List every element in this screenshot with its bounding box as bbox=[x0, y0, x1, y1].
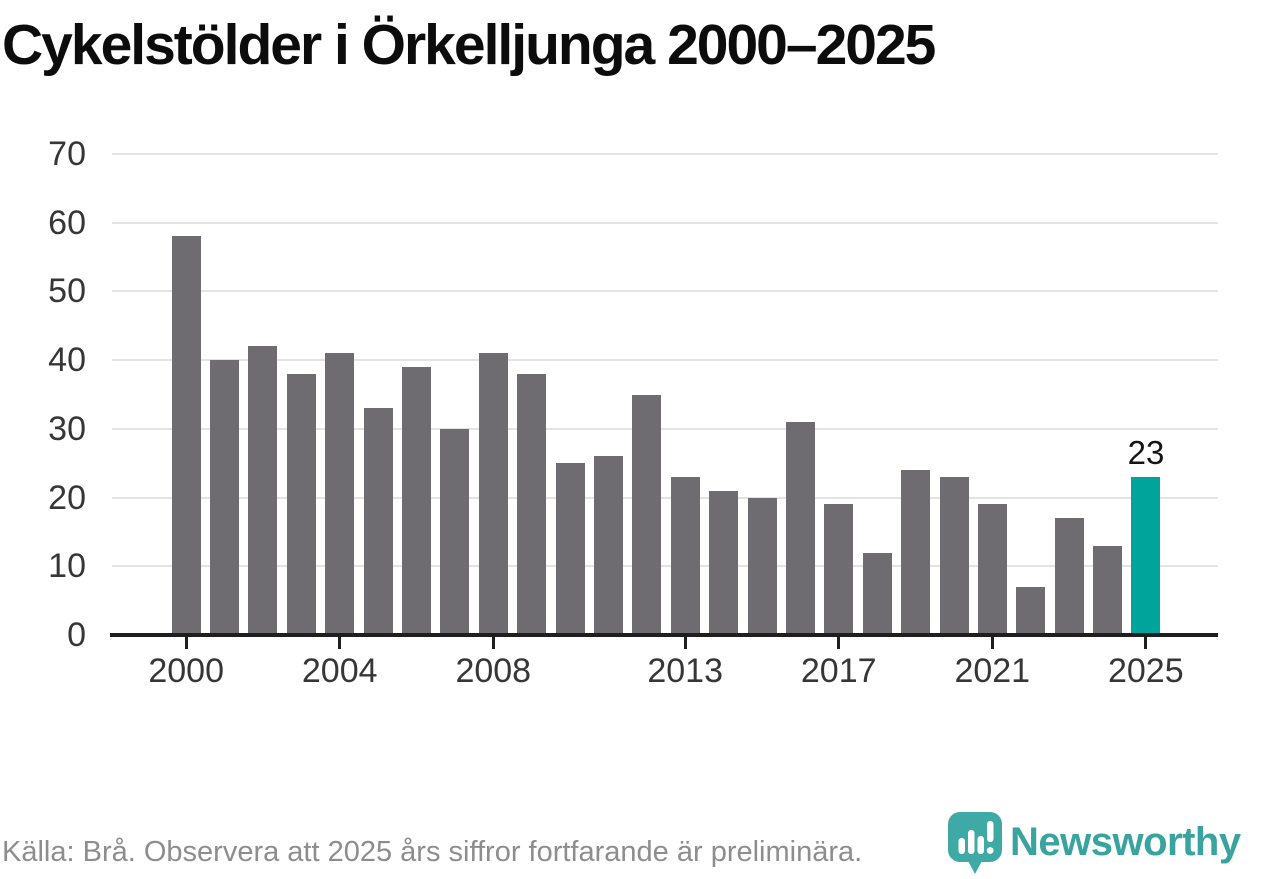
x-tick-label-2008: 2008 bbox=[455, 652, 532, 690]
bar-slot-2023 bbox=[1050, 154, 1088, 635]
bar-slot-2010 bbox=[551, 154, 589, 635]
bar-2021 bbox=[977, 504, 1007, 635]
bar-slot-2022 bbox=[1012, 154, 1050, 635]
x-tick-label-2025: 2025 bbox=[1107, 652, 1184, 690]
x-tick-2000 bbox=[184, 637, 188, 649]
y-tick-label-20: 20 bbox=[48, 478, 86, 517]
bar-slot-2002 bbox=[244, 154, 282, 635]
x-tick-2021 bbox=[990, 637, 994, 649]
x-tick-label-2021: 2021 bbox=[954, 652, 1031, 690]
x-tick-2008 bbox=[491, 637, 495, 649]
bar-2018 bbox=[862, 552, 892, 635]
x-tick-label-2000: 2000 bbox=[148, 652, 224, 690]
bar-2023 bbox=[1054, 518, 1084, 635]
bar-2008 bbox=[478, 353, 508, 635]
x-tick-label-2013: 2013 bbox=[647, 652, 723, 690]
bar-slot-2017 bbox=[820, 154, 858, 635]
bar-slot-2024 bbox=[1088, 154, 1126, 635]
bar-slot-2007 bbox=[436, 154, 474, 635]
bar-2019 bbox=[901, 470, 931, 635]
bar-slot-2004 bbox=[321, 154, 359, 635]
bar-2020 bbox=[939, 476, 969, 635]
bar-series: 23 bbox=[167, 154, 1165, 635]
bar-2003 bbox=[286, 373, 316, 635]
x-tick-2013 bbox=[683, 637, 687, 649]
newsworthy-bubble-chart-icon bbox=[948, 812, 1002, 874]
gridline-60 bbox=[112, 221, 1218, 224]
newsworthy-logo-text: Newsworthy bbox=[1010, 820, 1241, 864]
bar-2014 bbox=[709, 490, 739, 635]
plot-area bbox=[112, 153, 1218, 635]
y-tick-label-60: 60 bbox=[48, 203, 86, 242]
y-tick-label-50: 50 bbox=[48, 272, 86, 311]
bar-2007 bbox=[440, 428, 470, 635]
bar-2017 bbox=[824, 504, 854, 635]
x-axis-line bbox=[110, 633, 1218, 637]
y-tick-label-70: 70 bbox=[48, 135, 86, 173]
source-note: Källa: Brå. Observera att 2025 års siffr… bbox=[2, 836, 863, 868]
bar-slot-2011 bbox=[589, 154, 627, 635]
gridline-20 bbox=[112, 496, 1218, 499]
bar-slot-2013 bbox=[666, 154, 704, 635]
bar-slot-2005 bbox=[359, 154, 397, 635]
x-tick-label-2004: 2004 bbox=[301, 652, 378, 690]
bar-2016 bbox=[785, 422, 815, 635]
bar-2004 bbox=[325, 353, 355, 635]
bar-2013 bbox=[670, 476, 700, 635]
y-tick-label-30: 30 bbox=[48, 409, 86, 448]
bar-2010 bbox=[555, 463, 585, 635]
bar-2002 bbox=[248, 346, 278, 635]
bar-slot-2020 bbox=[935, 154, 973, 635]
bar-2005 bbox=[363, 408, 393, 635]
bar-slot-2018 bbox=[858, 154, 896, 635]
gridline-50 bbox=[112, 290, 1218, 293]
x-tick-2004 bbox=[338, 637, 342, 649]
bar-2022 bbox=[1016, 586, 1046, 635]
bar-2012 bbox=[632, 394, 662, 635]
bar-slot-2019 bbox=[896, 154, 934, 635]
bar-2024 bbox=[1093, 545, 1123, 635]
bar-2009 bbox=[517, 373, 547, 635]
bar-2011 bbox=[593, 456, 623, 635]
bar-slot-2025: 23 bbox=[1127, 154, 1165, 635]
bar-slot-2014 bbox=[704, 154, 742, 635]
bar-2001 bbox=[210, 360, 240, 635]
y-tick-label-40: 40 bbox=[48, 341, 86, 380]
bar-slot-2015 bbox=[743, 154, 781, 635]
bar-slot-2000 bbox=[167, 154, 205, 635]
bar-slot-2009 bbox=[513, 154, 551, 635]
y-tick-label-10: 10 bbox=[48, 547, 86, 586]
gridline-10 bbox=[112, 565, 1218, 568]
bar-slot-2008 bbox=[474, 154, 512, 635]
chart-title: Cykelstölder i Örkelljunga 2000–2025 bbox=[2, 13, 936, 77]
x-tick-2017 bbox=[837, 637, 841, 649]
bar-2015 bbox=[747, 497, 777, 635]
gridline-70 bbox=[112, 153, 1218, 155]
bar-slot-2021 bbox=[973, 154, 1011, 635]
highlight-value-label: 23 bbox=[1127, 433, 1165, 471]
bar-slot-2001 bbox=[205, 154, 243, 635]
bar-slot-2016 bbox=[781, 154, 819, 635]
gridline-30 bbox=[112, 427, 1218, 430]
bar-2000 bbox=[171, 236, 201, 635]
bar-slot-2003 bbox=[282, 154, 320, 635]
bar-2006 bbox=[402, 367, 432, 635]
bar-2025 bbox=[1131, 476, 1161, 635]
bar-slot-2012 bbox=[628, 154, 666, 635]
x-tick-label-2017: 2017 bbox=[800, 652, 877, 690]
y-tick-label-0: 0 bbox=[67, 616, 86, 654]
gridline-40 bbox=[112, 359, 1218, 362]
x-tick-2025 bbox=[1144, 637, 1148, 649]
bar-slot-2006 bbox=[397, 154, 435, 635]
